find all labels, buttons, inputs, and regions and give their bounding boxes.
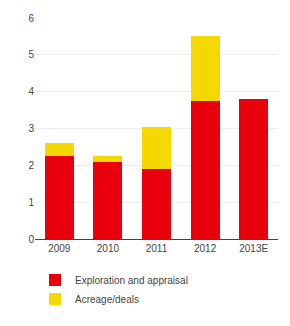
svg-text:3: 3 bbox=[28, 123, 34, 134]
svg-text:2: 2 bbox=[28, 160, 34, 171]
svg-text:0: 0 bbox=[28, 234, 34, 245]
svg-text:2010: 2010 bbox=[97, 243, 120, 254]
svg-text:2012: 2012 bbox=[194, 243, 217, 254]
svg-text:Exploration and appraisal: Exploration and appraisal bbox=[75, 275, 188, 286]
svg-text:2009: 2009 bbox=[48, 243, 71, 254]
svg-text:2011: 2011 bbox=[146, 243, 168, 254]
svg-text:4: 4 bbox=[28, 86, 34, 97]
svg-text:1: 1 bbox=[28, 197, 34, 208]
svg-text:5: 5 bbox=[28, 49, 34, 60]
svg-text:6: 6 bbox=[28, 13, 34, 24]
svg-text:2013E: 2013E bbox=[239, 243, 268, 254]
svg-text:Acreage/deals: Acreage/deals bbox=[75, 294, 139, 305]
